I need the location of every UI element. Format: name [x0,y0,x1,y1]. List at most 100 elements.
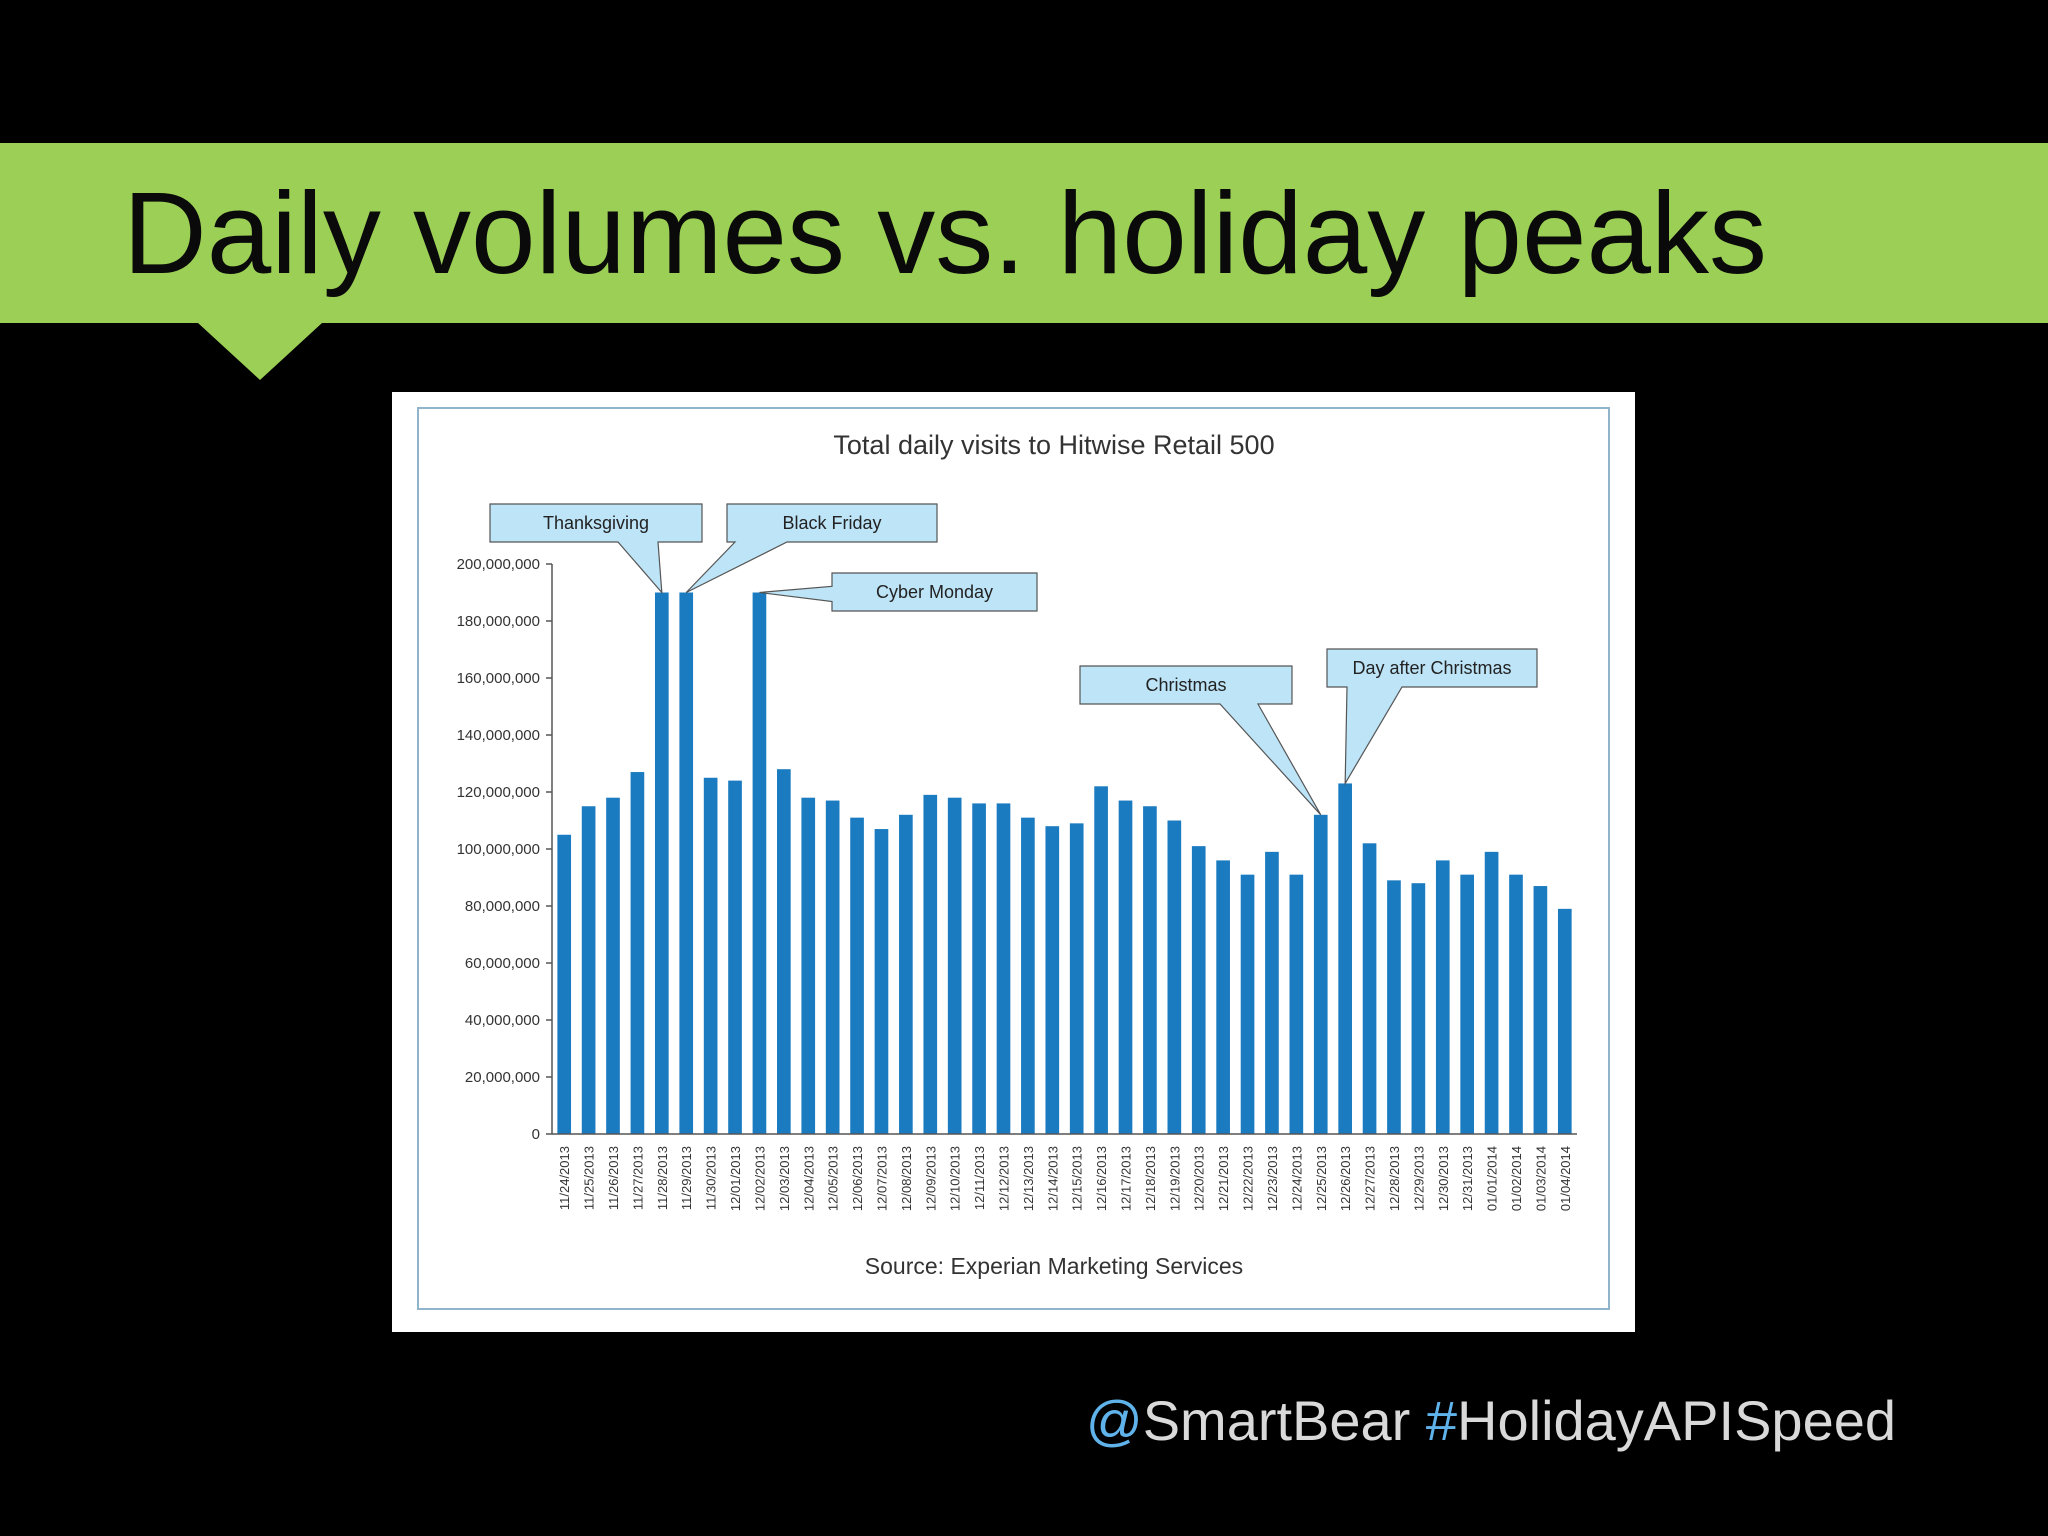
bar [606,797,620,1134]
annotation-layer: Thanksgiving Black Friday Cyber Monday Chri… [489,503,1538,816]
x-axis: 11/24/2013 11/25/2013 11/26/2013 11/27/2013… [552,1133,1577,1211]
annotation-label: Black Friday [782,513,881,533]
x-tick-label: 12/15/2013 [1070,1146,1085,1211]
x-tick-label: 12/17/2013 [1119,1146,1134,1211]
bar [996,803,1011,1134]
hashtag-text: HolidayAPISpeed [1457,1389,1896,1452]
x-tick-label: 12/28/2013 [1387,1146,1402,1211]
y-tick-label: 140,000,000 [457,727,540,744]
y-tick-label: 80,000,000 [465,898,540,915]
x-tick-label: 01/02/2014 [1509,1146,1524,1211]
x-tick-label: 01/04/2014 [1558,1146,1573,1211]
x-tick-label: 12/12/2013 [996,1146,1011,1211]
x-tick-label: 12/10/2013 [948,1146,963,1211]
bar [801,797,816,1134]
y-tick-label: 180,000,000 [457,613,540,630]
bar [557,834,572,1134]
bar [1484,851,1499,1134]
bar [825,800,840,1134]
bar [703,777,718,1134]
annotation-label: Cyber Monday [876,582,993,602]
x-tick-label: 11/24/2013 [557,1146,572,1210]
bar-chart: Total daily visits to Hitwise Retail 500… [417,407,1610,1310]
bar [923,794,938,1134]
bar [1387,880,1401,1134]
handle-text: SmartBear [1142,1389,1411,1452]
bar [1143,806,1157,1134]
chart-source: Source: Experian Marketing Services [865,1253,1243,1279]
y-tick-label: 40,000,000 [465,1012,540,1029]
x-tick-label: 12/30/2013 [1436,1146,1451,1211]
bar [850,817,864,1134]
bar [1167,820,1182,1134]
bar [972,803,986,1134]
x-tick-label: 12/25/2013 [1314,1146,1329,1211]
x-tick-label: 11/28/2013 [655,1146,670,1210]
annotation-callout [759,572,1038,612]
bar [1045,826,1060,1134]
bar [1435,860,1450,1134]
bar [777,769,791,1134]
x-tick-label: 12/29/2013 [1411,1146,1426,1211]
y-tick-label: 60,000,000 [465,955,540,972]
x-tick-label: 12/09/2013 [923,1146,938,1211]
annotation-label: Day after Christmas [1352,658,1511,678]
x-tick-label: 12/05/2013 [826,1146,841,1211]
title-banner [0,143,2048,323]
x-tick-label: 11/27/2013 [630,1146,645,1210]
x-tick-label: 11/25/2013 [582,1146,597,1210]
x-tick-label: 12/31/2013 [1460,1146,1475,1211]
x-tick-label: 12/14/2013 [1045,1146,1060,1211]
chart-title: Total daily visits to Hitwise Retail 500 [833,430,1274,460]
y-tick-label: 20,000,000 [465,1069,540,1086]
bar [1362,843,1377,1134]
x-tick-label: 12/24/2013 [1289,1146,1304,1211]
bar [1313,814,1328,1134]
x-tick-label: 11/26/2013 [606,1146,621,1210]
bar [1021,817,1035,1134]
annotation-callout [1326,648,1538,786]
x-tick-label: 12/19/2013 [1167,1146,1182,1211]
bar [1118,800,1133,1134]
x-tick-label: 12/11/2013 [972,1146,987,1210]
x-tick-label: 12/13/2013 [1021,1146,1036,1211]
x-tick-label: 12/21/2013 [1216,1146,1231,1211]
bar [1265,851,1279,1134]
banner-pointer [198,323,322,380]
bar [1411,883,1426,1134]
y-tick-label: 200,000,000 [457,556,540,573]
bar [581,806,596,1134]
x-tick-label: 01/01/2014 [1485,1146,1500,1211]
x-tick-label: 12/08/2013 [899,1146,914,1211]
bar [874,829,889,1134]
bar [654,592,669,1134]
bar [1289,874,1304,1134]
x-tick-label: 12/16/2013 [1094,1146,1109,1211]
bar [1240,874,1255,1134]
bar [1069,823,1084,1134]
annotation-label: Thanksgiving [543,513,649,533]
bar [752,592,767,1134]
bar [1094,786,1108,1134]
y-tick-label: 0 [532,1126,540,1143]
bar [679,592,694,1134]
x-tick-label: 01/03/2014 [1533,1146,1548,1211]
x-tick-label: 12/06/2013 [850,1146,865,1211]
bar [1216,860,1230,1134]
bar [1191,846,1206,1134]
bar [728,780,742,1134]
handle-symbol: @ [1085,1389,1143,1452]
hashtag-symbol: # [1425,1389,1458,1452]
bar [947,797,962,1134]
y-tick-label: 120,000,000 [457,784,540,801]
bar [1509,874,1523,1134]
slide-title: Daily volumes vs. holiday peaks [123,168,1768,298]
y-tick-label: 100,000,000 [457,841,540,858]
x-tick-label: 12/22/2013 [1241,1146,1256,1211]
x-tick-label: 11/29/2013 [679,1146,694,1210]
annotation-callout [1079,665,1322,816]
x-tick-label: 12/27/2013 [1363,1146,1378,1211]
bar [1460,874,1475,1134]
footer-hashtags: @SmartBear #HolidayAPISpeed [1086,1388,1896,1453]
bar-series [557,592,1572,1134]
